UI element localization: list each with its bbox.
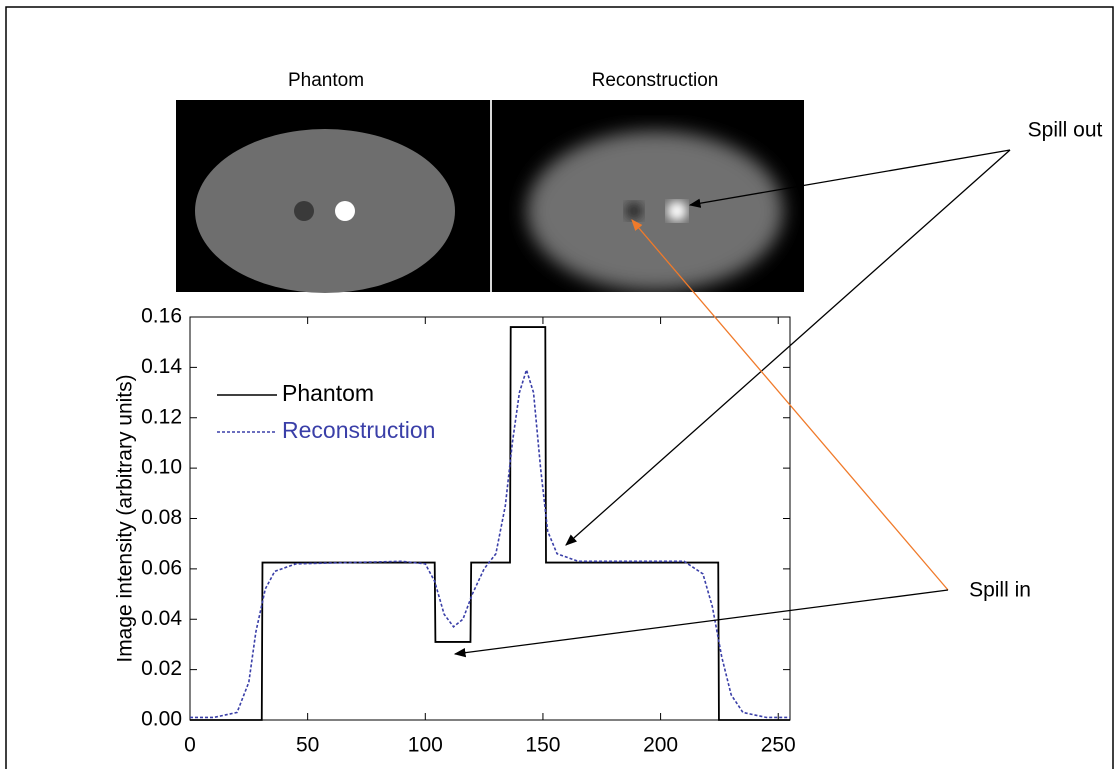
x-tick-label: 250 xyxy=(761,734,796,757)
y-tick-label: 0.08 xyxy=(141,506,182,529)
annotation: Spill out xyxy=(1028,119,1103,142)
y-tick-label: 0.04 xyxy=(141,607,182,630)
legend-label: Reconstruction xyxy=(282,417,435,443)
plot-frame xyxy=(190,317,790,720)
x-tick-label: 50 xyxy=(296,734,319,757)
phantom-image xyxy=(176,100,490,293)
x-tick-label: 200 xyxy=(643,734,678,757)
y-tick-label: 0.16 xyxy=(141,305,182,328)
y-tick-label: 0.06 xyxy=(141,556,182,579)
series-line xyxy=(190,327,790,720)
panel-title: Reconstruction xyxy=(592,70,719,91)
series-line xyxy=(190,370,790,718)
x-tick-label: 100 xyxy=(408,734,443,757)
annotation: Spill in xyxy=(969,579,1031,602)
x-tick-label: 0 xyxy=(184,734,196,757)
panel-title: Phantom xyxy=(288,70,364,91)
y-tick-label: 0.02 xyxy=(141,657,182,680)
y-tick-label: 0.12 xyxy=(141,405,182,428)
y-axis-label: Image intensity (arbitrary units) xyxy=(114,374,137,662)
y-tick-label: 0.14 xyxy=(141,355,182,378)
legend-label: Phantom xyxy=(282,380,374,406)
reconstruction-image xyxy=(490,100,804,292)
y-tick-label: 0.10 xyxy=(141,456,182,479)
figure: Phantom Reconstruction Spill out Spill i… xyxy=(0,0,1119,769)
plot: 0.00 0.02 0.04 0.06 0.08 0.10 0.12 0.14 0.16 0 50 1… xyxy=(114,305,796,757)
x-tick-label: 150 xyxy=(525,734,560,757)
y-tick-label: 0.00 xyxy=(141,708,182,731)
